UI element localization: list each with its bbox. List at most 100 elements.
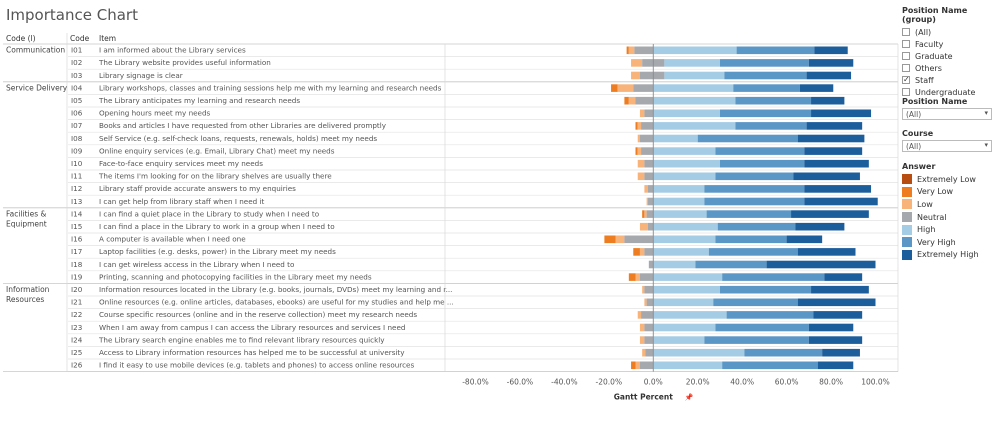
course-filter: Course (All) ▾ [902, 129, 992, 152]
bar-segment [664, 71, 725, 80]
checkbox-icon[interactable] [902, 88, 910, 96]
bar-segment [804, 147, 863, 155]
legend-item[interactable]: Extremely High [902, 249, 979, 262]
legend-label: Extremely Low [917, 174, 976, 184]
row-code: I19 [71, 272, 83, 281]
bar-segment [653, 222, 718, 231]
bar-segment [811, 109, 872, 118]
checkbox-icon[interactable] [902, 64, 910, 72]
bar-segment [635, 273, 640, 281]
bar-segment [733, 84, 800, 92]
legend-label: Low [917, 199, 933, 209]
position-group-option[interactable]: ✓ Staff [902, 74, 1000, 86]
row-code: I14 [71, 209, 83, 218]
bar-segment [791, 210, 869, 218]
row-code: I07 [71, 121, 82, 130]
legend-item[interactable]: Extremely Low [902, 173, 979, 186]
position-group-option[interactable]: (All) [902, 26, 1000, 38]
row-code: I22 [71, 310, 82, 319]
bar-segment [793, 172, 860, 181]
bar-segment [642, 210, 645, 218]
position-name-title: Position Name [902, 97, 968, 106]
row-item: Course specific resources (online and in… [99, 310, 417, 319]
bar-segment [644, 159, 654, 168]
checkbox-checked-icon[interactable]: ✓ [902, 75, 910, 84]
position-group-option-label: (All) [915, 27, 932, 37]
row-item: Opening hours meet my needs [99, 109, 211, 118]
bar-segment [637, 159, 645, 168]
group-label: Facilities & [6, 209, 47, 218]
legend-item[interactable]: Neutral [902, 211, 979, 224]
x-tick-label: 40.0% [730, 378, 754, 387]
bar-segment [644, 185, 648, 193]
bar-segment [653, 172, 716, 181]
position-group-option[interactable]: Others [902, 62, 1000, 74]
bar-segment [635, 361, 640, 370]
row-item: Access to Library information resources … [99, 348, 405, 357]
course-dropdown[interactable]: (All) ▾ [902, 140, 992, 152]
bar-segment [736, 46, 815, 55]
x-tick-label: 20.0% [686, 378, 710, 387]
bar-segment [642, 285, 645, 294]
bar-segment [604, 235, 616, 244]
row-item: Library signage is clear [99, 71, 183, 80]
bar-segment [808, 336, 863, 344]
row-code: I11 [71, 172, 82, 181]
legend-item[interactable]: Very High [902, 236, 979, 249]
bar-segment [644, 109, 654, 118]
legend-swatch [902, 212, 912, 223]
checkbox-icon[interactable] [902, 40, 910, 48]
position-group-option[interactable]: Graduate [902, 50, 1000, 62]
bar-segment [806, 71, 852, 80]
bar-segment [624, 235, 654, 244]
bar-segment [786, 235, 823, 244]
bar-segment [797, 298, 876, 307]
row-code: I06 [71, 109, 83, 118]
legend-label: Neutral [917, 212, 947, 222]
bar-segment [626, 46, 629, 55]
bar-segment [719, 109, 812, 118]
row-item: Self Service (e.g. self-check loans, req… [99, 134, 377, 143]
x-tick-label: -20.0% [596, 378, 623, 387]
legend-item[interactable]: High [902, 223, 979, 236]
legend-item[interactable]: Low [902, 198, 979, 211]
bar-segment [717, 222, 796, 231]
bar-segment [653, 323, 716, 332]
checkbox-icon[interactable] [902, 28, 910, 36]
position-group-option[interactable]: Undergraduate [902, 86, 1000, 98]
bar-segment [653, 311, 727, 319]
bar-segment [724, 71, 807, 80]
position-name-filter: Position Name (All) ▾ [902, 97, 992, 120]
bar-segment [814, 46, 848, 55]
bar-segment [797, 134, 865, 143]
bar-segment [631, 361, 636, 370]
bar-segment [639, 134, 654, 143]
bar-segment [645, 348, 654, 357]
bar-segment [715, 172, 794, 181]
bar-segment [644, 323, 654, 332]
row-item: Laptop facilities (e.g. desks, power) in… [99, 247, 336, 256]
course-title: Course [902, 129, 934, 138]
bar-segment [653, 285, 720, 294]
bar-segment [653, 109, 720, 118]
bar-segment [644, 248, 654, 256]
position-group-option[interactable]: Faculty [902, 38, 1000, 50]
legend-label: Very Low [917, 187, 954, 197]
bar-segment [634, 46, 654, 55]
bar-segment [804, 197, 878, 206]
legend-item[interactable]: Very Low [902, 186, 979, 199]
position-name-dropdown[interactable]: (All) ▾ [902, 108, 992, 120]
row-code: I23 [71, 323, 82, 332]
group-label: Communication [6, 46, 65, 55]
bar-segment [722, 273, 825, 281]
bar-segment [653, 122, 736, 130]
row-item: I am informed about the Library services [99, 46, 246, 55]
row-item: Online resources (e.g. online articles, … [99, 298, 454, 307]
bar-segment [719, 159, 805, 168]
page-title: Importance Chart [6, 6, 138, 24]
checkbox-icon[interactable] [902, 52, 910, 60]
bar-segment [704, 185, 805, 193]
bar-segment [715, 323, 809, 332]
bar-segment [713, 298, 798, 307]
row-code: I20 [71, 285, 83, 294]
